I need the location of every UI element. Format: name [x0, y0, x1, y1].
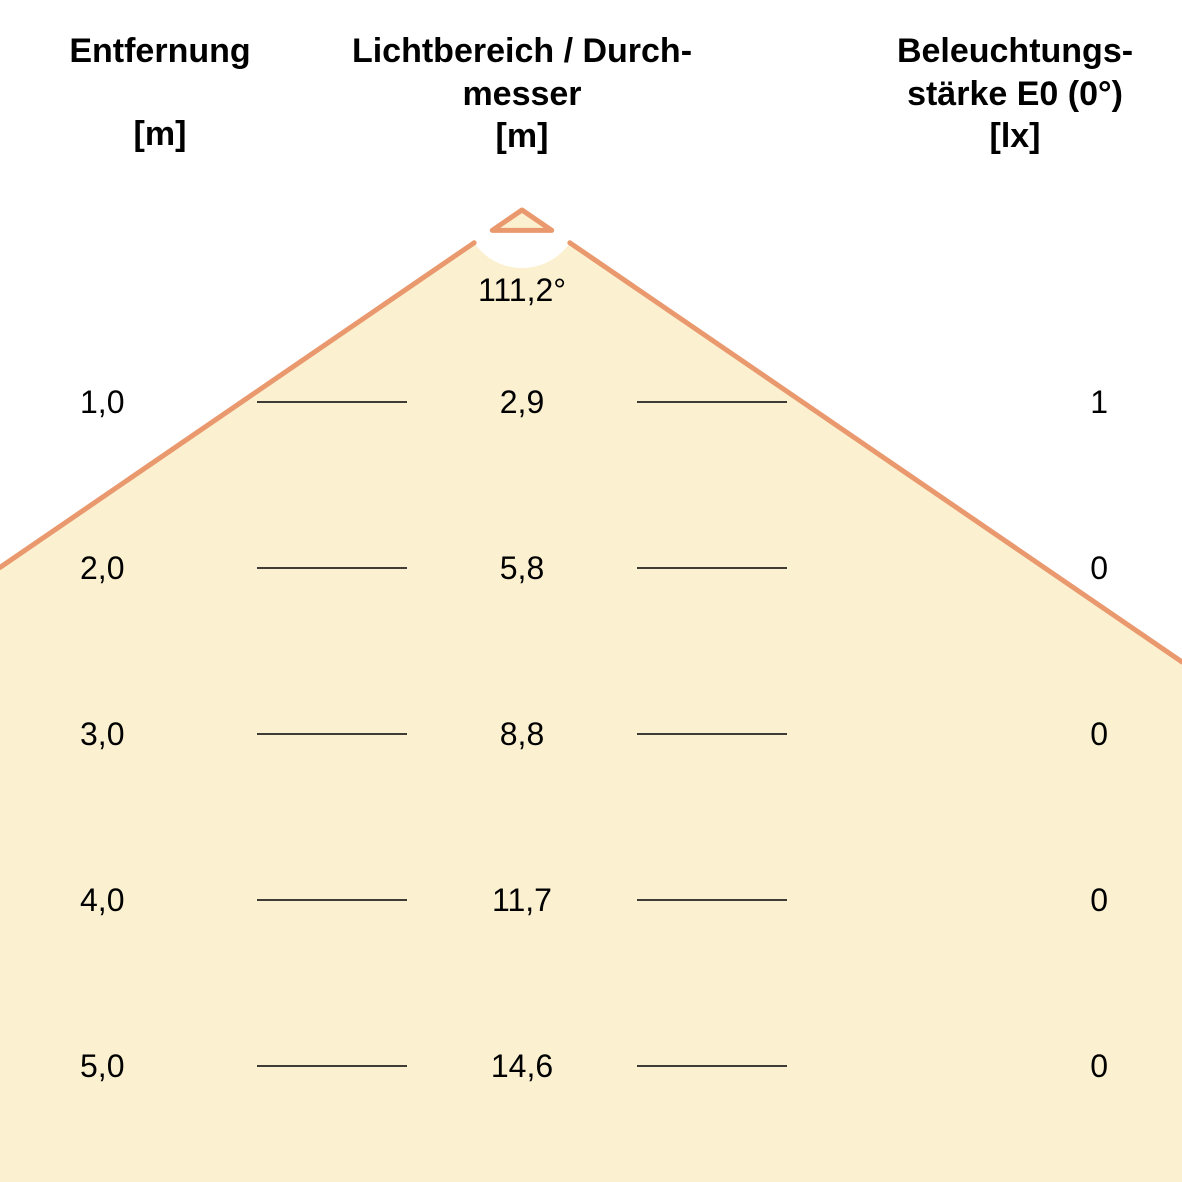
diameter-value: 2,9 [452, 386, 592, 418]
header-diameter-line2: messer [330, 73, 714, 116]
distance-value: 4,0 [80, 884, 124, 916]
distance-value: 1,0 [80, 386, 124, 418]
header-diameter-unit: [m] [330, 115, 714, 158]
light-cone-diagram [0, 0, 1182, 1182]
header-illuminance-line1: Beleuchtungs- [880, 30, 1150, 73]
header-distance: Entfernung [m] [30, 30, 290, 155]
cone-angle-label: 111,2° [452, 274, 592, 306]
header-distance-unit: [m] [30, 113, 290, 156]
diameter-value: 11,7 [452, 884, 592, 916]
header-distance-line1: Entfernung [30, 30, 290, 73]
page: Entfernung [m] Lichtbereich / Durch- mes… [0, 0, 1182, 1182]
header-illuminance-unit: [lx] [880, 115, 1150, 158]
diameter-value: 14,6 [452, 1050, 592, 1082]
header-diameter-line1: Lichtbereich / Durch- [330, 30, 714, 73]
distance-value: 2,0 [80, 552, 124, 584]
distance-value: 5,0 [80, 1050, 124, 1082]
header-diameter: Lichtbereich / Durch- messer [m] [330, 30, 714, 158]
illuminance-value: 1 [988, 386, 1108, 418]
illuminance-value: 0 [988, 884, 1108, 916]
header-illuminance-line2: stärke E0 (0°) [880, 73, 1150, 116]
illuminance-value: 0 [988, 718, 1108, 750]
diameter-value: 5,8 [452, 552, 592, 584]
illuminance-value: 0 [988, 552, 1108, 584]
header-illuminance: Beleuchtungs- stärke E0 (0°) [lx] [880, 30, 1150, 158]
illuminance-value: 0 [988, 1050, 1108, 1082]
diameter-value: 8,8 [452, 718, 592, 750]
distance-value: 3,0 [80, 718, 124, 750]
